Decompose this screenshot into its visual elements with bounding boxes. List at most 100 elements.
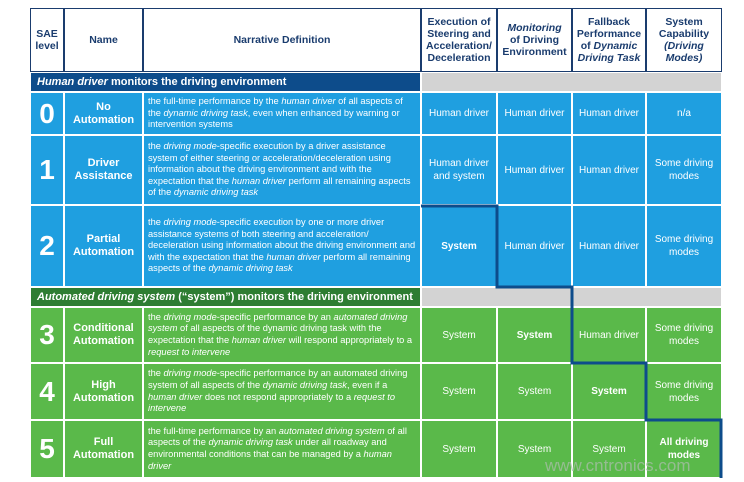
italic-text: human driver <box>231 335 286 345</box>
text: the <box>148 311 164 322</box>
text: of all aspects of the dynamic driving ta… <box>148 323 382 345</box>
header-cell: System Capability (Driving Modes) <box>646 8 722 72</box>
text: the full-time performance by an automate… <box>148 426 416 472</box>
role-cell: Human driver <box>572 205 646 287</box>
text: the <box>148 217 164 228</box>
text: the driving mode-specific performance by… <box>148 312 416 358</box>
italic-text: driving mode <box>163 311 217 322</box>
text: Name <box>89 34 118 46</box>
text: the driving mode-specific performance by… <box>148 368 416 414</box>
italic-text: Monitoring <box>507 22 562 34</box>
italic-text: driving mode <box>163 217 217 228</box>
text: monitors the driving environment <box>107 76 287 88</box>
narrative: the driving mode-specific execution by o… <box>143 205 421 287</box>
text: Execution of Steering and Acceleration/ … <box>426 16 492 64</box>
italic-text: request to intervene <box>148 391 396 414</box>
role-cell: Human driver <box>497 135 572 205</box>
text: Execution of Steering and Acceleration/ … <box>425 16 493 64</box>
text: perform all remaining aspects of the <box>148 251 411 274</box>
text: (“system”) monitors the driving environm… <box>175 291 413 303</box>
text: does not respond appropriately to a <box>202 391 354 402</box>
narrative: the full-time performance by the human d… <box>143 92 421 135</box>
level-number: 3 <box>30 307 64 363</box>
role-cell: Human driver <box>497 92 572 135</box>
text: SAE level <box>34 28 60 52</box>
role-cell: System <box>421 307 497 363</box>
header-cell: SAE level <box>30 8 64 72</box>
italic-text: dynamic driving task <box>173 187 259 198</box>
text: will respond appropriately to a <box>286 335 413 345</box>
level-name: Partial Automation <box>64 205 143 287</box>
italic-text: human driver <box>281 96 336 107</box>
level-number: 2 <box>30 205 64 287</box>
italic-text: Dynamic Driving Task <box>577 40 641 64</box>
italic-text: dynamic driving task <box>163 107 248 118</box>
role-cell: System <box>421 205 497 287</box>
italic-text: Automated driving system <box>37 291 176 303</box>
text: Narrative Definition <box>233 34 331 46</box>
text: the full-time performance by the <box>148 96 282 107</box>
level-number: 0 <box>30 92 64 135</box>
text: of all aspects of the <box>148 96 403 118</box>
role-cell: System <box>572 363 646 420</box>
italic-text: request to intervene <box>148 346 231 357</box>
level-name: High Automation <box>64 363 143 420</box>
italic-text: dynamic driving task <box>208 263 293 274</box>
header-cell: Narrative Definition <box>143 8 421 72</box>
watermark: www.cntronics.com <box>545 456 691 475</box>
text: -specific execution by a driver assistan… <box>148 141 391 186</box>
section-filler <box>421 72 722 92</box>
italic-text: human driver <box>148 391 203 402</box>
header-cell: Monitoring of Driving Environment <box>497 8 572 72</box>
text: under all roadway and environmental cond… <box>148 437 387 459</box>
italic-text: human driver <box>266 251 321 262</box>
level-name: Full Automation <box>64 420 143 478</box>
section-title: Human driver monitors the driving enviro… <box>30 72 421 92</box>
role-cell: Human driver <box>497 205 572 287</box>
italic-text: driving mode <box>163 141 217 152</box>
role-cell: System <box>421 363 497 420</box>
role-cell: System <box>421 420 497 478</box>
text: , even when enhanced by warning or inter… <box>148 107 400 130</box>
text: Automated driving system (“system”) moni… <box>37 291 413 303</box>
text: of Driving Environment <box>502 34 567 58</box>
narrative: the full-time performance by an automate… <box>143 420 421 478</box>
role-cell: Human driver and system <box>421 135 497 205</box>
text: -specific performance by an <box>216 311 334 322</box>
role-cell: System <box>497 363 572 420</box>
text: System Capability <box>658 16 710 40</box>
role-cell: Human driver <box>572 135 646 205</box>
role-cell: Some driving modes <box>646 135 722 205</box>
narrative: the driving mode-specific performance by… <box>143 363 421 420</box>
text: the full-time performance by the human d… <box>148 96 416 131</box>
narrative: the driving mode-specific performance by… <box>143 307 421 363</box>
text: the full-time performance by an <box>148 425 279 436</box>
level-name: Conditional Automation <box>64 307 143 363</box>
italic-text: automated driving system <box>278 425 385 436</box>
role-cell: Human driver <box>421 92 497 135</box>
italic-text: (Driving Modes) <box>664 40 704 64</box>
level-name: No Automation <box>64 92 143 135</box>
level-number: 5 <box>30 420 64 478</box>
text: the driving mode-specific execution by a… <box>148 141 416 199</box>
text: System Capability (Driving Modes) <box>650 16 718 64</box>
role-cell: Human driver <box>572 307 646 363</box>
italic-text: driving mode <box>163 368 217 379</box>
text: Monitoring of Driving Environment <box>501 22 568 58</box>
text: the <box>148 141 164 152</box>
header-cell: Fallback Performance of Dynamic Driving … <box>572 8 646 72</box>
text: , even if a <box>346 379 388 390</box>
section-title: Automated driving system (“system”) moni… <box>30 287 421 307</box>
header-cell: Execution of Steering and Acceleration/ … <box>421 8 497 72</box>
text: perform all remaining aspects of the <box>148 175 411 198</box>
header-cell: Name <box>64 8 143 72</box>
role-cell: n/a <box>646 92 722 135</box>
italic-text: human driver <box>231 175 286 186</box>
text: Human driver monitors the driving enviro… <box>37 76 286 88</box>
level-name: Driver Assistance <box>64 135 143 205</box>
text: Fallback Performance of <box>576 16 642 52</box>
italic-text: dynamic driving task <box>262 379 347 390</box>
text: of all aspects of the <box>148 425 407 448</box>
role-cell: Some driving modes <box>646 205 722 287</box>
